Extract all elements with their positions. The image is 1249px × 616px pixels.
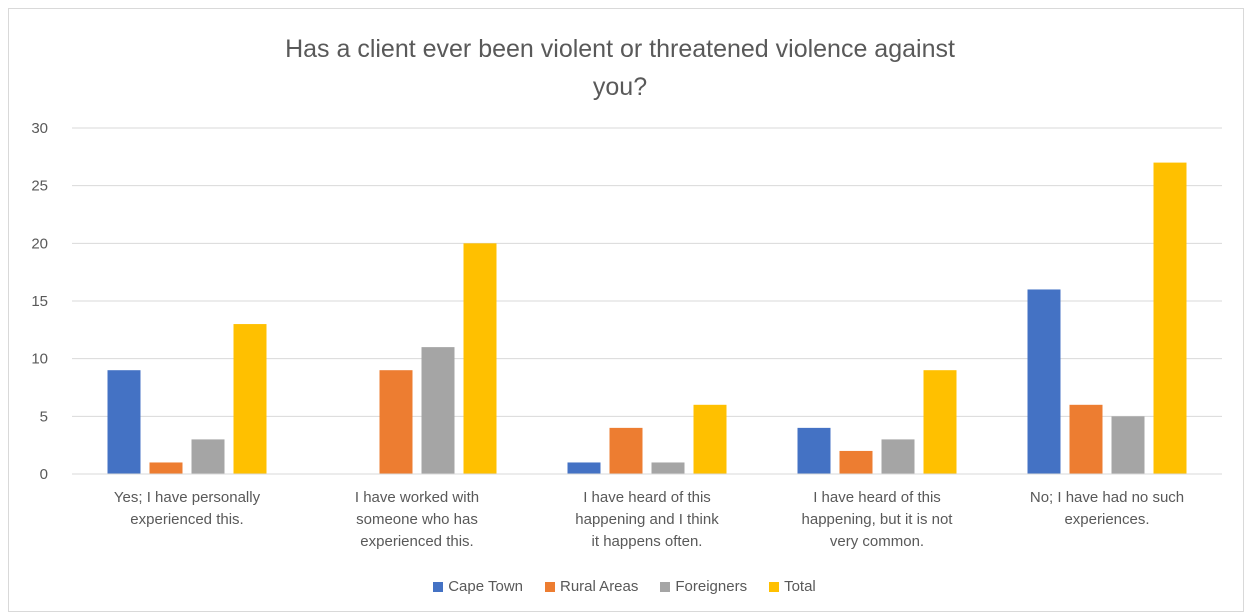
x-category-label: experienced this. (360, 533, 473, 550)
legend-swatch (433, 581, 444, 592)
x-category-label: experiences. (1064, 511, 1149, 528)
legend-label: Foreigners (675, 578, 748, 595)
bar-foreigners-2 (651, 462, 685, 474)
legend-label: Cape Town (448, 578, 523, 595)
bar-total-2 (693, 404, 727, 474)
legend-item-total: Total (769, 578, 816, 595)
legend-label: Rural Areas (560, 578, 639, 595)
bar-rural-areas-2 (609, 427, 643, 474)
y-tick-label: 25 (31, 178, 48, 195)
bar-cape-town-2 (567, 462, 601, 474)
bar-rural-areas-3 (839, 450, 873, 474)
x-category-label: someone who has (356, 511, 478, 528)
y-tick-label: 5 (40, 408, 48, 425)
bar-total-0 (233, 324, 267, 474)
legend-swatch (769, 581, 780, 592)
bar-foreigners-3 (881, 439, 915, 474)
x-category-label: very common. (830, 533, 924, 550)
x-category-label: I have heard of this (583, 489, 711, 506)
chart-frame (8, 8, 1244, 612)
chart-legend: Cape Town Rural Areas Foreigners Total (0, 578, 1249, 595)
x-category-label: it happens often. (592, 533, 703, 550)
y-tick-label: 0 (40, 466, 48, 483)
chart-title: Has a client ever been violent or threat… (140, 30, 1100, 106)
x-category-label: I have worked with (355, 489, 479, 506)
x-category-label: happening and I think (575, 511, 719, 528)
chart-title-line-2: you? (592, 73, 648, 101)
x-category-label: experienced this. (130, 511, 243, 528)
x-category-label: No; I have had no such (1030, 489, 1184, 506)
bar-total-3 (923, 370, 957, 474)
bar-total-4 (1153, 162, 1187, 474)
bar-rural-areas-0 (149, 462, 183, 474)
bar-cape-town-0 (107, 370, 141, 474)
legend-item-cape-town: Cape Town (433, 578, 523, 595)
x-category-label: happening, but it is not (802, 511, 954, 528)
y-tick-label: 10 (31, 351, 48, 368)
bar-cape-town-4 (1027, 289, 1061, 474)
bar-total-1 (463, 243, 497, 474)
bar-rural-areas-1 (379, 370, 413, 474)
bar-foreigners-4 (1111, 416, 1145, 474)
bar-foreigners-0 (191, 439, 225, 474)
x-category-label: I have heard of this (813, 489, 941, 506)
legend-swatch (545, 581, 555, 592)
x-category-label: Yes; I have personally (114, 489, 261, 506)
y-tick-label: 20 (31, 235, 48, 252)
bar-foreigners-1 (421, 347, 455, 474)
bar-rural-areas-4 (1069, 404, 1103, 474)
legend-item-rural-areas: Rural Areas (545, 578, 638, 595)
legend-label: Total (784, 578, 816, 595)
legend-item-foreigners: Foreigners (660, 578, 747, 595)
y-tick-label: 15 (31, 293, 48, 310)
chart-title-line-1: Has a client ever been violent or threat… (285, 35, 955, 63)
legend-swatch (660, 581, 671, 592)
y-tick-label: 30 (31, 120, 48, 137)
bar-cape-town-3 (797, 427, 831, 474)
